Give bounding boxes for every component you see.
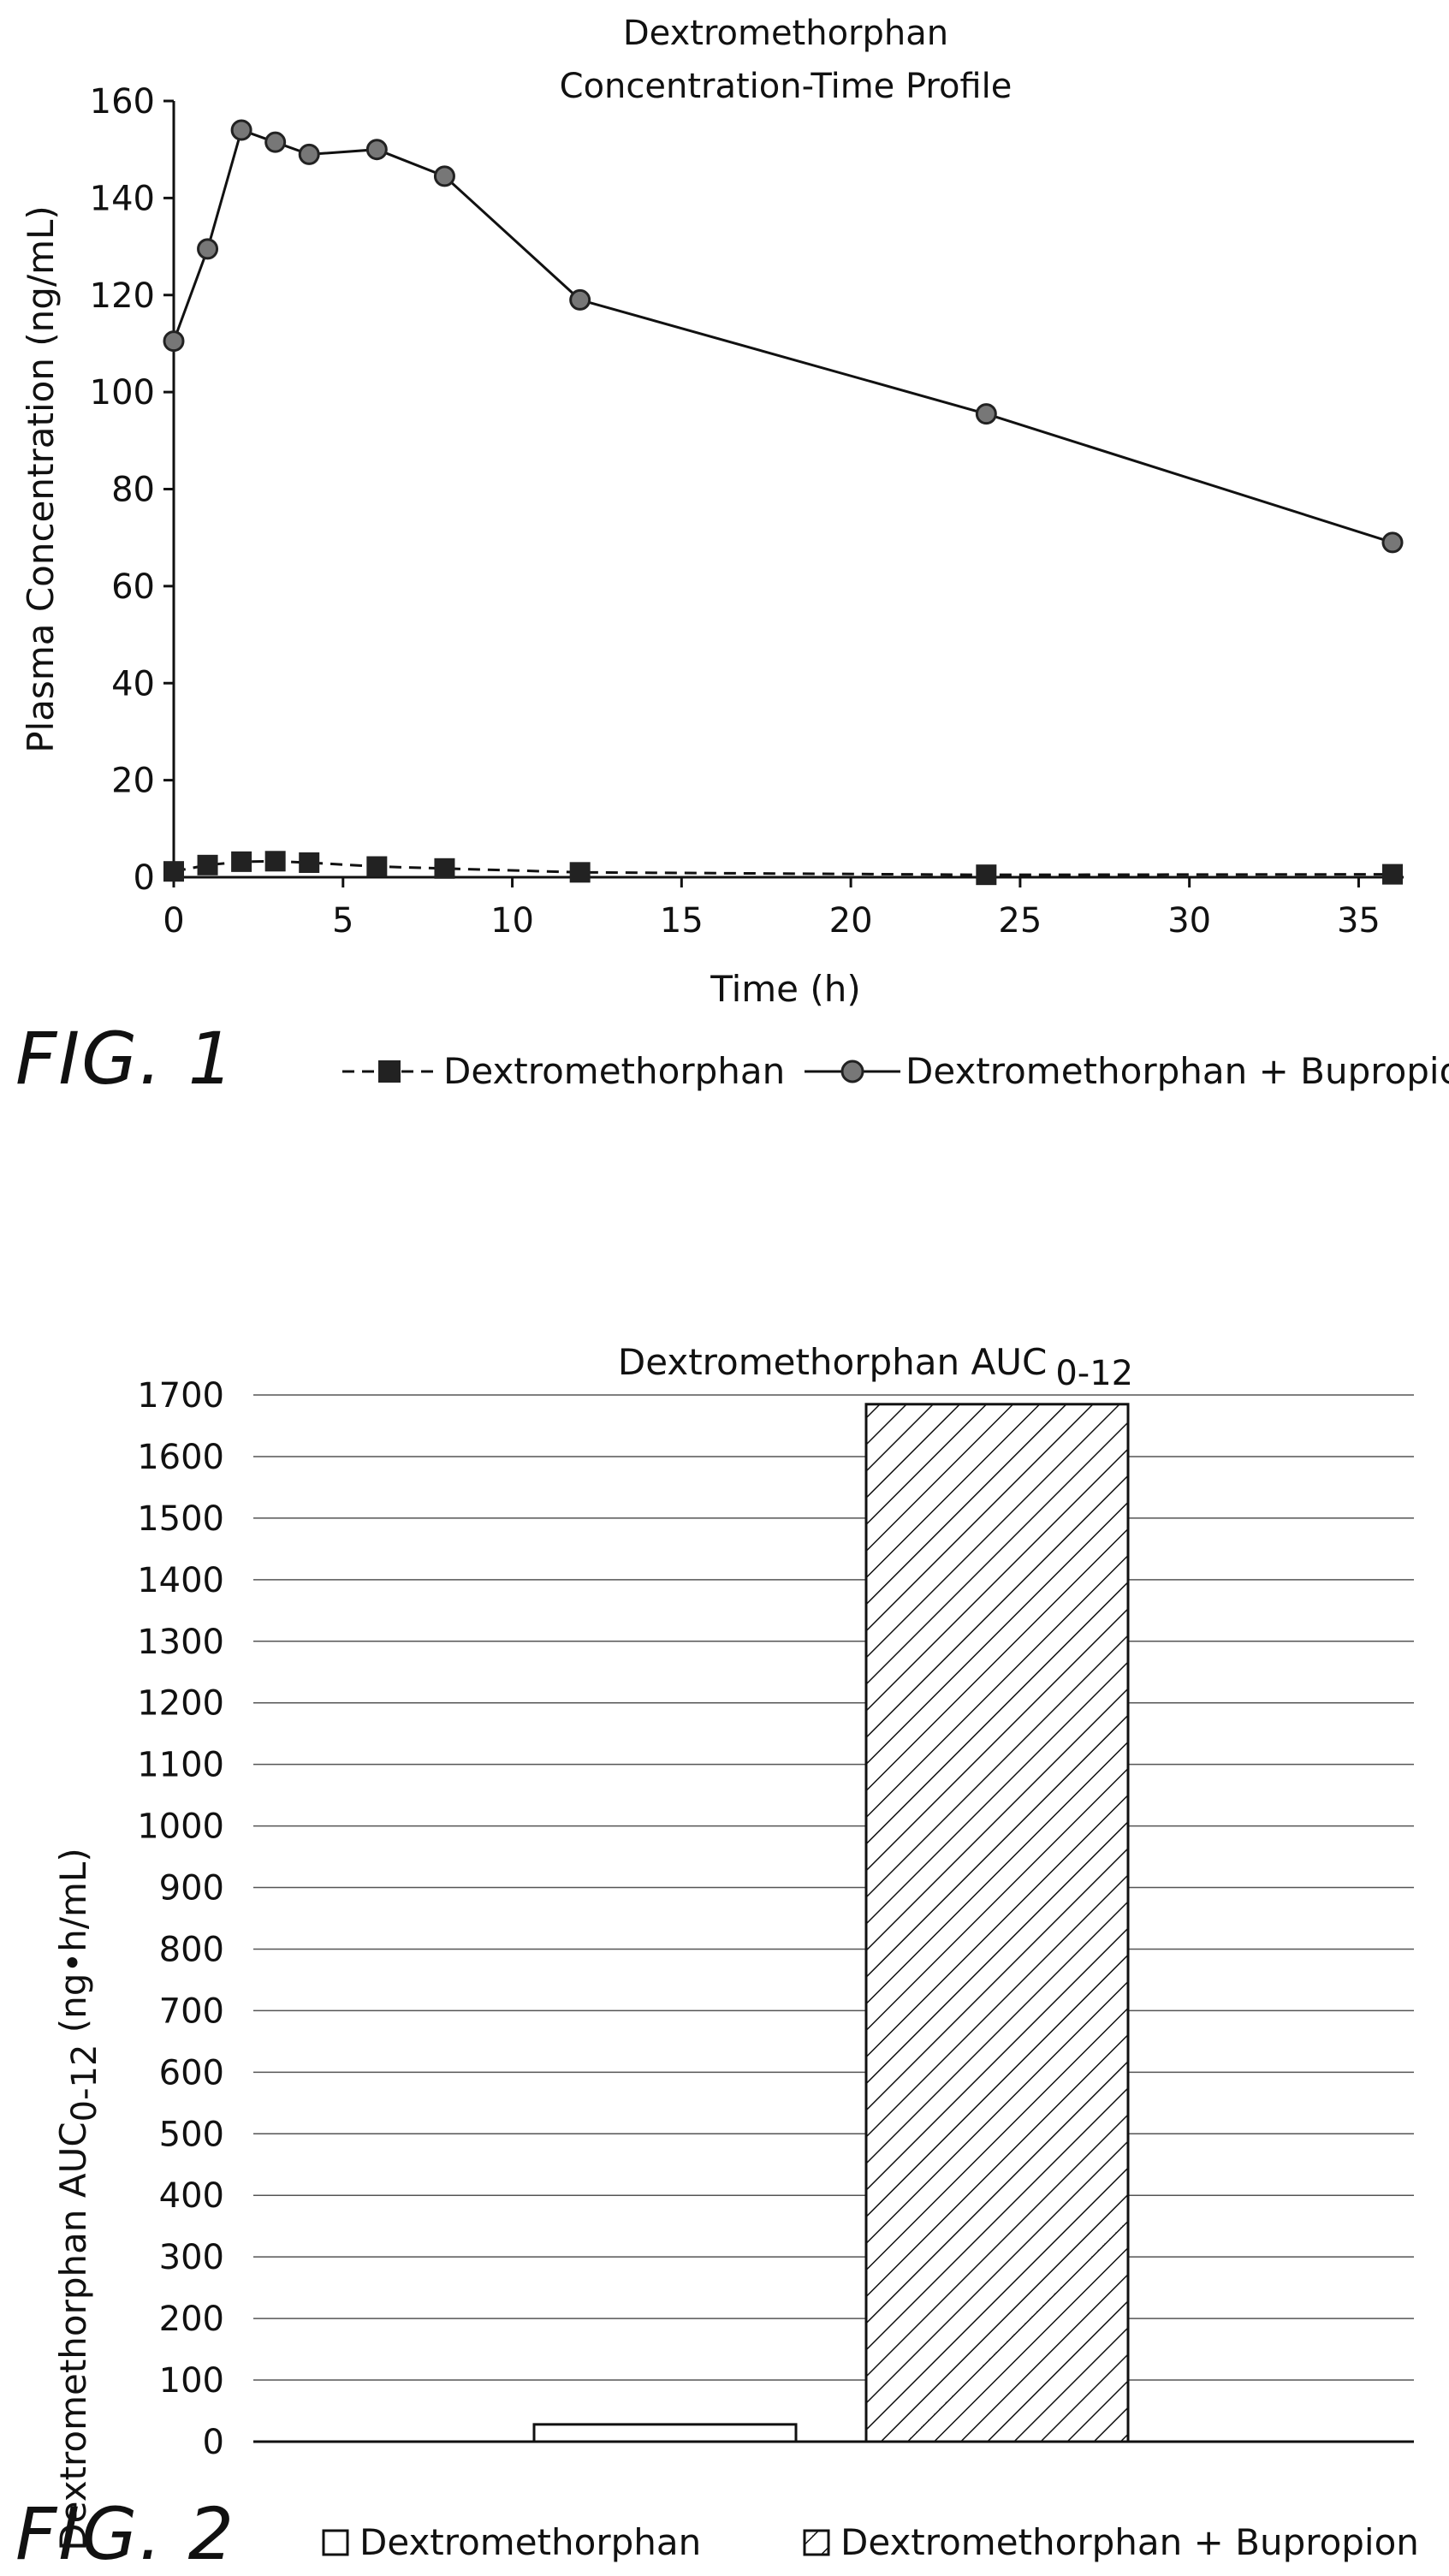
fig1-x-tick-label: 15 — [660, 901, 704, 941]
fig2-y-axis-label: Dextromethorphan AUC0-12 (ng•h/mL) — [52, 1848, 104, 2550]
fig1-x-tick-label: 35 — [1337, 901, 1381, 941]
fig2-y-axis-label-subscript: 0-12 — [65, 2045, 104, 2122]
fig2-title: Dextromethorphan AUC 0-12 — [618, 1341, 1133, 1393]
fig2-title-main: Dextromethorphan AUC — [618, 1341, 1047, 1383]
fig2-bar-0 — [532, 2423, 798, 2443]
fig1-label: FIG. 1 — [15, 1017, 236, 1101]
fig2-y-tick-label: 100 — [159, 2361, 224, 2401]
fig2-bar-1 — [864, 1403, 1130, 2443]
fig1-axes — [172, 101, 1404, 886]
fig1-point-square — [197, 854, 218, 875]
fig1-point-square — [264, 851, 286, 872]
fig2-y-tick-label: 500 — [159, 2115, 224, 2154]
fig1-title: Dextromethorphan — [623, 14, 948, 53]
fig1-point-square — [231, 851, 252, 872]
fig1-point-circle — [298, 143, 320, 165]
fig2-legend-label-dextromethorphan: Dextromethorphan — [359, 2521, 701, 2563]
fig1-y-tick-label: 40 — [111, 664, 155, 703]
fig2-y-tick-label: 1000 — [137, 1807, 224, 1847]
fig1-y-tick-label: 20 — [111, 762, 155, 801]
fig1-point-square — [1382, 864, 1403, 885]
fig2-y-tick-label: 300 — [159, 2238, 224, 2277]
legend-plain-swatch — [322, 2529, 349, 2556]
fig1-x-tick-label: 30 — [1167, 901, 1211, 941]
fig1-point-circle — [433, 165, 455, 187]
fig1-point-circle — [365, 139, 388, 161]
fig1-y-tick-label: 80 — [111, 471, 155, 510]
fig1-point-circle — [197, 238, 219, 260]
fig1-series-line-1 — [172, 128, 1393, 544]
fig2-y-tick-label: 400 — [159, 2176, 224, 2216]
legend-hatched-swatch — [803, 2529, 830, 2556]
fig1-point-square — [163, 861, 184, 882]
fig2-y-tick-label: 1300 — [137, 1623, 224, 1662]
fig1-point-circle — [230, 119, 252, 141]
legend-label-dextromethorphan-bupropion: Dextromethorphan + Bupropion — [906, 1050, 1449, 1092]
fig1-point-circle — [569, 288, 591, 311]
fig2-gridlines — [253, 1394, 1414, 2381]
fig2-y-tick-label: 600 — [159, 2053, 224, 2092]
fig1-point-square — [976, 864, 997, 886]
fig1-subtitle: Concentration-Time Profile — [560, 67, 1013, 106]
fig2-y-tick-label: 1700 — [137, 1376, 224, 1416]
fig1-y-tick-label: 0 — [134, 858, 155, 898]
fig1-point-square — [569, 862, 591, 883]
fig1-x-ticks: 0 5 10 15 20 25 30 35 — [163, 877, 1381, 941]
fig2-y-axis-label-unit: (ng•h/mL) — [52, 1848, 94, 2044]
figure-2-bar-chart: Dextromethorphan AUC 0-12 010020030040050… — [52, 1341, 1419, 2563]
fig1-x-axis-label: Time (h) — [710, 968, 861, 1010]
fig1-y-tick-label: 100 — [90, 373, 155, 413]
fig1-y-tick-label: 60 — [111, 567, 155, 607]
fig2-legend: Dextromethorphan Dextromethorphan + Bupr… — [322, 2521, 1419, 2563]
fig1-x-tick-label: 0 — [163, 901, 184, 941]
fig2-y-tick-label: 1600 — [137, 1438, 224, 1477]
fig1-point-square — [434, 858, 455, 879]
fig2-bars — [532, 1403, 1130, 2443]
fig1-y-axis-label: Plasma Concentration (ng/mL) — [20, 205, 62, 753]
fig1-x-tick-label: 25 — [998, 901, 1042, 941]
fig1-point-circle — [264, 131, 287, 153]
legend-square-marker — [378, 1060, 401, 1083]
fig2-y-tick-label: 0 — [203, 2423, 224, 2462]
figure-1-line-chart: Dextromethorphan Concentration-Time Prof… — [20, 14, 1449, 1092]
legend-circle-marker — [840, 1059, 864, 1083]
fig2-y-tick-label: 200 — [159, 2300, 224, 2339]
fig1-x-tick-label: 20 — [829, 901, 873, 941]
fig2-y-tick-label: 1100 — [137, 1746, 224, 1785]
legend-label-dextromethorphan: Dextromethorphan — [443, 1050, 785, 1092]
fig2-label: FIG. 2 — [15, 2492, 236, 2576]
fig2-y-tick-label: 900 — [159, 1869, 224, 1908]
fig1-y-tick-label: 140 — [90, 179, 155, 218]
fig1-y-tick-label: 120 — [90, 276, 155, 316]
fig1-series — [163, 119, 1404, 886]
fig2-y-tick-label: 800 — [159, 1930, 224, 1969]
fig1-y-tick-label: 160 — [90, 82, 155, 122]
fig1-point-square — [366, 856, 388, 877]
fig1-x-tick-label: 5 — [332, 901, 353, 941]
fig2-y-tick-label: 1200 — [137, 1684, 224, 1724]
fig1-series-line-0 — [173, 859, 1393, 876]
fig2-y-tick-label: 1500 — [137, 1499, 224, 1539]
fig2-title-subscript: 0-12 — [1055, 1354, 1133, 1393]
fig2-y-tick-label: 1400 — [137, 1561, 224, 1600]
fig1-point-square — [299, 852, 320, 873]
fig1-point-circle — [1381, 531, 1404, 554]
fig1-y-ticks: 0 20 40 60 80 100 120 140 160 — [90, 82, 174, 898]
fig2-y-axis-label-main: Dextromethorphan AUC — [52, 2122, 94, 2550]
fig1-point-circle — [975, 403, 997, 425]
fig2-y-ticks: 0 100 200 300 400 500 600 700 800 900 1000 1100 1200… — [137, 1376, 224, 2462]
fig1-x-tick-label: 10 — [490, 901, 534, 941]
fig2-legend-label-dextromethorphan-bupropion: Dextromethorphan + Bupropion — [840, 2521, 1419, 2563]
fig1-point-circle — [163, 330, 185, 353]
fig2-y-tick-label: 700 — [159, 1991, 224, 2031]
fig1-legend: Dextromethorphan Dextromethorphan + Bupr… — [342, 1050, 1449, 1092]
